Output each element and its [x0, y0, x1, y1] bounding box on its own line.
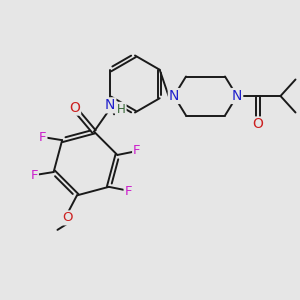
Text: O: O	[69, 100, 80, 115]
Text: F: F	[124, 185, 132, 198]
Text: F: F	[133, 144, 141, 157]
Text: N: N	[169, 89, 179, 103]
Text: N: N	[105, 98, 116, 112]
Text: H: H	[117, 103, 126, 116]
Text: N: N	[232, 89, 242, 103]
Text: F: F	[39, 131, 46, 144]
Text: O: O	[253, 118, 263, 131]
Text: F: F	[30, 169, 38, 182]
Text: O: O	[63, 212, 73, 224]
